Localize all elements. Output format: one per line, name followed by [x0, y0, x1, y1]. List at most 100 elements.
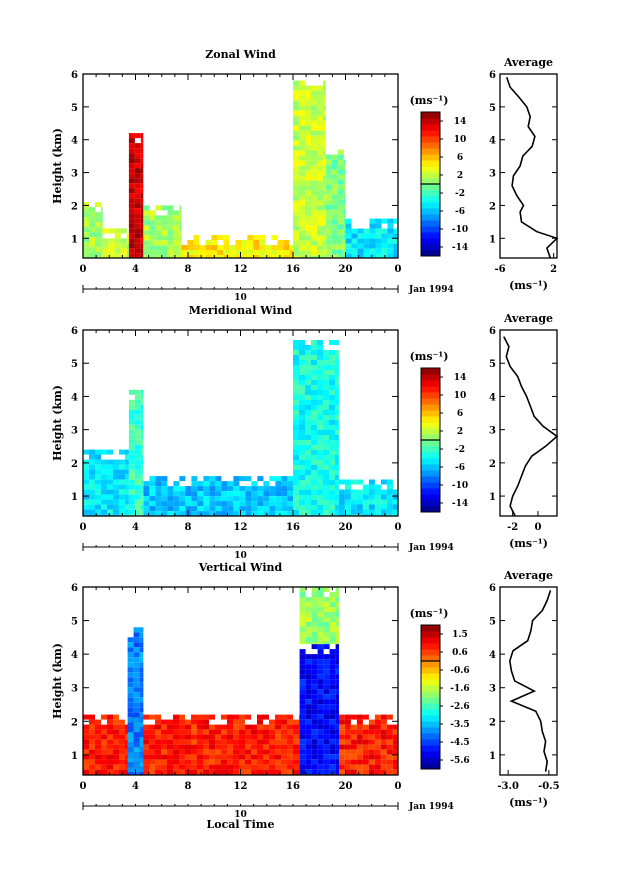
panel1-heat-cell [317, 240, 323, 246]
panel2-heat-cell [317, 500, 323, 505]
panel3-heat-cell [133, 742, 140, 748]
panel3-heat-cell [299, 754, 306, 760]
panel3-heat-cell [245, 714, 251, 720]
panel3-heat-cell [299, 739, 300, 745]
panel2-heat-cell [386, 499, 393, 505]
panel1-heat-cell [311, 250, 317, 256]
panel2-heat-cell [374, 499, 381, 505]
panel3-heat-cell [173, 719, 179, 725]
panel3-heat-cell [221, 759, 227, 765]
panel1-heat-cell [299, 170, 305, 176]
panel1-heat-cell [128, 148, 135, 154]
panel3-heat-cell [127, 657, 134, 663]
panel2-heat-cell [269, 506, 276, 512]
panel3-heat-cell [374, 749, 381, 755]
panel1-heat-cell [108, 253, 115, 258]
panel1-heat-cell [89, 232, 95, 238]
panel2-heat-cell [344, 494, 351, 500]
panel2-heat-cell [311, 505, 317, 510]
panel1-heat-cell [134, 223, 141, 229]
panel2-heat-cell [305, 415, 311, 420]
panel2-heat-cell [167, 501, 174, 507]
panel2-heat-cell [140, 464, 144, 470]
panel1-heat-cell [317, 185, 323, 191]
panel2-heat-cell [209, 491, 216, 497]
panel3-heat-cell [245, 759, 251, 765]
panel1-heat-cell [155, 205, 162, 211]
panel3-heat-cell [317, 729, 324, 735]
panel3-heat-cell [299, 729, 300, 735]
panel3-heat-cell [317, 749, 324, 755]
panel3-y-tick-label: 5 [71, 617, 78, 628]
panel1-heat-cell [305, 140, 311, 146]
panel1-heat-cell [140, 178, 144, 184]
panel1-heat-cell [134, 168, 141, 174]
panel2-heat-cell [356, 489, 363, 495]
panel3-heat-cell [368, 759, 375, 765]
panel2-heat-cell [134, 509, 141, 515]
panel2-profile-frame [499, 329, 558, 517]
panel2-heat-cell [125, 459, 129, 465]
panel1-heat-cell [299, 195, 305, 201]
panel2-heat-cell [173, 511, 180, 516]
panel2-heat-cell [317, 400, 323, 405]
panel2-heat-cell [317, 405, 323, 410]
panel3-heat-cell [143, 714, 149, 720]
panel1-heat-cell [343, 189, 346, 195]
panel3-heat-cell [311, 739, 318, 745]
panel2-heat-cell [161, 481, 168, 487]
panel3-heat-cell [323, 607, 330, 612]
panel2-heat-cell [239, 501, 246, 507]
panel2-heat-cell [338, 514, 345, 516]
panel3-heat-cell [323, 632, 330, 637]
panel2-heat-cell [179, 491, 186, 497]
panel2-heat-cell [134, 419, 141, 425]
panel1-heat-cell [363, 238, 370, 244]
panel1-heat-cell [305, 240, 311, 246]
panel3-heat-cell [95, 764, 101, 770]
panel2-heat-cell [380, 494, 387, 500]
panel2-heat-cell [233, 496, 240, 502]
panel3-heat-cell [209, 764, 215, 770]
panel3-heat-cell [191, 759, 197, 765]
panel3-heat-cell [317, 754, 324, 760]
panel1-heat-cell [323, 110, 326, 116]
panel3-heat-cell [89, 714, 95, 720]
panel2-heat-cell [134, 494, 141, 500]
panel1-heat-cell [293, 255, 299, 258]
panel3-heat-cell [317, 714, 324, 720]
panel1-heat-cell [299, 155, 305, 161]
panel2-heat-cell [197, 486, 204, 492]
panel2-heat-cell [305, 510, 311, 515]
panel3-heat-cell [335, 674, 339, 680]
panel1-heat-cell [323, 135, 326, 141]
panel1-heat-cell [323, 200, 326, 206]
panel3-heat-cell [227, 719, 233, 725]
panel2-heat-cell [269, 511, 276, 516]
panel3-title: Vertical Wind [198, 561, 283, 574]
panel2-heat-cell [311, 490, 317, 495]
panel1-heat-cell [393, 238, 398, 244]
panel1-heat-cell [95, 217, 101, 223]
panel2-heat-cell [299, 455, 305, 460]
panel3-heat-cell [356, 734, 363, 740]
panel2-heat-cell [83, 464, 89, 470]
panel3-heat-cell [380, 754, 387, 760]
panel1-heat-cell [101, 242, 103, 248]
panel2-heat-cell [305, 390, 311, 395]
panel2-heat-cell [275, 506, 282, 512]
panel1-heat-cell [317, 135, 323, 141]
panel2-heat-cell [140, 429, 144, 435]
panel2-heat-cell [305, 480, 311, 485]
panel3-heat-cell [209, 739, 215, 745]
panel2-date-label: Jan 1994 [408, 543, 454, 553]
panel1-heat-cell [179, 240, 182, 246]
panel3-heat-cell [107, 749, 113, 755]
panel3-heat-cell [149, 729, 155, 735]
panel1-profile-y-tick-label: 1 [489, 234, 496, 245]
panel2-heat-cell [179, 496, 186, 502]
panel3-heat-cell [281, 759, 287, 765]
panel1-heat-cell [299, 185, 305, 191]
panel1-heat-cell [205, 255, 212, 258]
panel3-heat-cell [101, 769, 107, 775]
